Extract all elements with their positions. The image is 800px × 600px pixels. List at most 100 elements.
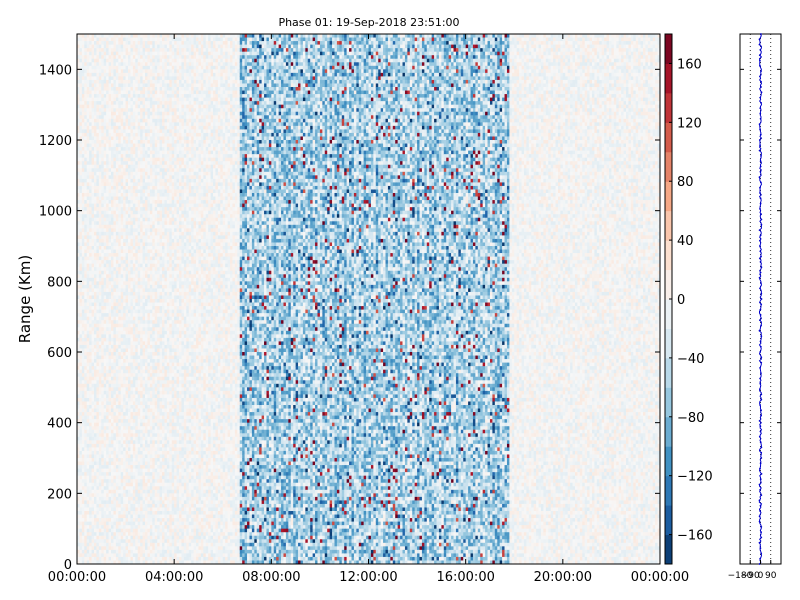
heatmap-cell xyxy=(123,242,126,247)
heatmap-cell xyxy=(84,412,88,416)
heatmap-cell xyxy=(152,277,156,282)
heatmap-cell xyxy=(98,111,102,116)
heatmap-cell xyxy=(113,426,117,431)
heatmap-cell xyxy=(140,178,143,183)
heatmap-cell xyxy=(91,51,95,56)
heatmap-cell xyxy=(108,507,112,512)
heatmap-cell xyxy=(98,493,102,498)
heatmap-cell xyxy=(89,274,92,279)
heatmap-cell xyxy=(91,69,95,74)
heatmap-cell xyxy=(135,316,139,321)
heatmap-cell xyxy=(94,136,97,141)
heatmap-cell xyxy=(132,355,136,360)
heatmap-cell xyxy=(154,556,158,561)
heatmap-cell xyxy=(120,426,124,431)
heatmap-cell xyxy=(103,408,107,413)
heatmap-cell xyxy=(94,125,97,130)
heatmap-cell xyxy=(154,291,158,296)
heatmap-cell xyxy=(120,535,124,540)
heatmap-cell xyxy=(154,140,158,144)
heatmap-cell xyxy=(103,369,107,374)
heatmap-cell xyxy=(132,101,136,106)
heatmap-cell xyxy=(140,450,143,455)
heatmap-cell xyxy=(108,34,112,38)
heatmap-cell xyxy=(84,299,88,303)
heatmap-cell xyxy=(79,129,83,134)
heatmap-cell xyxy=(79,132,83,137)
heatmap-cell xyxy=(113,291,117,296)
heatmap-cell xyxy=(106,157,109,162)
heatmap-cell xyxy=(103,532,107,537)
heatmap-cell xyxy=(125,76,129,81)
heatmap-cell xyxy=(113,249,117,254)
heatmap-cell xyxy=(137,472,141,477)
heatmap-cell xyxy=(77,465,80,469)
heatmap-cell xyxy=(140,373,143,378)
heatmap-cell xyxy=(152,97,156,102)
heatmap-cell xyxy=(152,129,156,134)
heatmap-cell xyxy=(113,394,117,399)
heatmap-cell xyxy=(101,246,105,250)
heatmap-cell xyxy=(128,496,131,501)
heatmap-cell xyxy=(94,171,97,176)
heatmap-cell xyxy=(101,461,105,466)
heatmap-cell xyxy=(108,217,112,222)
heatmap-cell xyxy=(91,48,95,53)
heatmap-cell xyxy=(147,369,151,374)
heatmap-cell xyxy=(113,147,117,151)
heatmap-cell xyxy=(111,291,114,296)
heatmap-cell xyxy=(130,542,134,547)
heatmap-cell xyxy=(125,140,129,144)
heatmap-cell xyxy=(149,348,153,353)
heatmap-cell xyxy=(128,341,131,346)
heatmap-cell xyxy=(140,217,143,222)
heatmap-cell xyxy=(96,238,100,243)
heatmap-cell xyxy=(86,214,90,219)
heatmap-cell xyxy=(108,405,112,409)
heatmap-cell xyxy=(79,55,83,60)
heatmap-cell xyxy=(103,83,107,88)
heatmap-cell xyxy=(135,514,139,519)
heatmap-cell xyxy=(120,309,124,314)
heatmap-cell xyxy=(132,556,136,561)
heatmap-cell xyxy=(115,359,119,363)
heatmap-cell xyxy=(120,450,124,455)
heatmap-cell xyxy=(130,217,134,222)
heatmap-cell xyxy=(96,447,100,452)
heatmap-cell xyxy=(94,207,97,212)
heatmap-cell xyxy=(101,383,105,388)
heatmap-cell xyxy=(120,549,124,554)
heatmap-cell xyxy=(106,270,109,275)
heatmap-cell xyxy=(86,136,90,141)
heatmap-cell xyxy=(147,171,151,176)
heatmap-cell xyxy=(94,129,97,134)
heatmap-cell xyxy=(142,486,146,491)
heatmap-cell xyxy=(89,132,92,137)
heatmap-cell xyxy=(111,58,114,63)
heatmap-cell xyxy=(96,415,100,420)
heatmap-cell xyxy=(101,108,105,113)
heatmap-cell xyxy=(79,383,83,388)
heatmap-cell xyxy=(84,284,88,289)
heatmap-cell xyxy=(84,115,88,120)
heatmap-cell xyxy=(103,366,107,371)
heatmap-cell xyxy=(111,450,114,455)
heatmap-cell xyxy=(142,196,146,201)
heatmap-cell xyxy=(86,48,90,53)
heatmap-cell xyxy=(123,553,126,558)
heatmap-cell xyxy=(79,249,83,254)
heatmap-cell xyxy=(152,546,156,551)
heatmap-cell xyxy=(145,150,148,155)
heatmap-cell xyxy=(108,101,112,106)
heatmap-cell xyxy=(152,348,156,353)
heatmap-cell xyxy=(123,408,126,413)
heatmap-cell xyxy=(128,253,131,257)
heatmap-cell xyxy=(147,493,151,498)
heatmap-cell xyxy=(142,507,146,512)
heatmap-cell xyxy=(115,316,119,321)
heatmap-cell xyxy=(152,79,156,84)
heatmap-cell xyxy=(113,348,117,353)
heatmap-cell xyxy=(96,521,100,526)
heatmap-cell xyxy=(118,387,122,392)
heatmap-cell xyxy=(91,493,95,498)
